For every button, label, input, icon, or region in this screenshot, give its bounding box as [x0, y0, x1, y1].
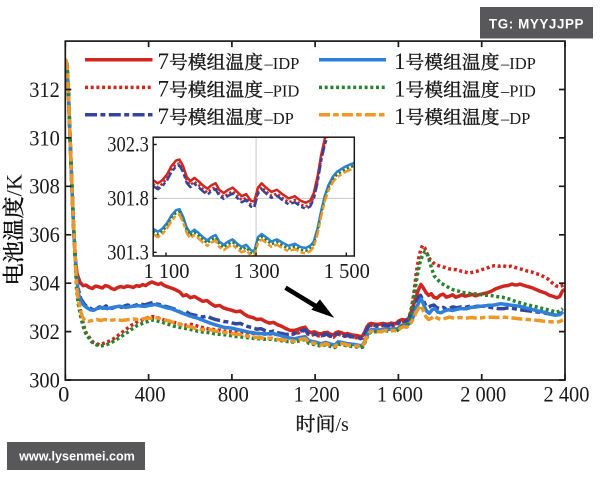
svg-text:308: 308: [29, 174, 60, 199]
svg-text:301.8: 301.8: [107, 185, 149, 210]
svg-text:7: 7: [158, 49, 170, 74]
svg-text:www.lysenmei.com: www.lysenmei.com: [18, 450, 135, 464]
svg-text:2 400: 2 400: [544, 382, 590, 407]
svg-text:–DP: –DP: [264, 109, 294, 128]
svg-text:1: 1: [394, 76, 406, 101]
svg-text:301.3: 301.3: [107, 239, 149, 264]
svg-text:1 100: 1 100: [144, 259, 190, 283]
svg-text:0: 0: [58, 382, 69, 407]
svg-text:312: 312: [29, 77, 60, 102]
svg-text:304: 304: [29, 271, 60, 296]
svg-text:7: 7: [158, 104, 170, 129]
svg-text:302.3: 302.3: [107, 132, 149, 157]
svg-text:1: 1: [394, 49, 406, 74]
svg-text:1 300: 1 300: [234, 259, 280, 283]
svg-text:–IDP: –IDP: [264, 54, 300, 73]
svg-text:310: 310: [29, 125, 60, 150]
svg-text:–PID: –PID: [264, 81, 300, 100]
svg-text:/s: /s: [336, 414, 350, 436]
svg-text:302: 302: [29, 319, 60, 344]
svg-text:/K: /K: [2, 174, 27, 196]
svg-text:1 200: 1 200: [294, 382, 340, 407]
svg-text:800: 800: [218, 382, 249, 407]
svg-text:TG: MYYJJPP: TG: MYYJJPP: [489, 17, 584, 32]
svg-text:7: 7: [158, 76, 170, 101]
svg-text:400: 400: [135, 382, 166, 407]
svg-text:–IDP: –IDP: [500, 54, 536, 73]
svg-text:–PID: –PID: [500, 81, 536, 100]
svg-text:1 500: 1 500: [324, 259, 370, 283]
svg-text:–DP: –DP: [500, 109, 530, 128]
svg-text:300: 300: [29, 367, 60, 392]
svg-text:1 600: 1 600: [377, 382, 423, 407]
svg-text:2 000: 2 000: [460, 382, 506, 407]
svg-text:1: 1: [394, 104, 406, 129]
svg-text:306: 306: [29, 222, 60, 247]
